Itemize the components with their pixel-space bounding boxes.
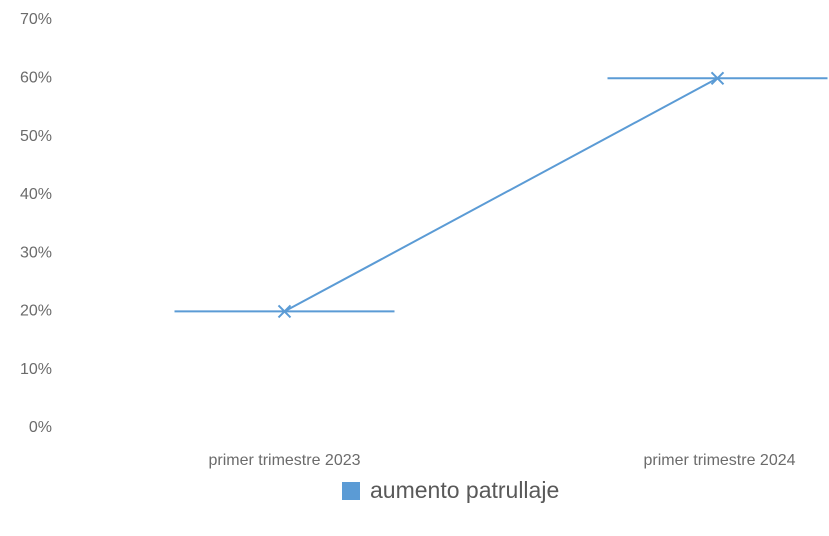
- y-tick-label: 50%: [20, 128, 52, 145]
- x-tick-label: primer trimestre 2023: [208, 452, 360, 469]
- y-tick-label: 70%: [20, 11, 52, 28]
- x-tick-label: primer trimestre 2024: [643, 452, 795, 469]
- legend-label: aumento patrullaje: [370, 477, 559, 503]
- marker: [277, 304, 292, 319]
- legend-swatch: [342, 482, 360, 500]
- y-tick-label: 10%: [20, 361, 52, 378]
- marker: [710, 71, 725, 85]
- y-tick-label: 20%: [20, 303, 52, 320]
- line: [284, 77, 718, 313]
- y-tick-label: 0%: [29, 419, 52, 436]
- y-tick-label: 60%: [20, 70, 52, 87]
- y-tick-label: 40%: [20, 186, 52, 203]
- y-tick-label: 30%: [20, 244, 52, 261]
